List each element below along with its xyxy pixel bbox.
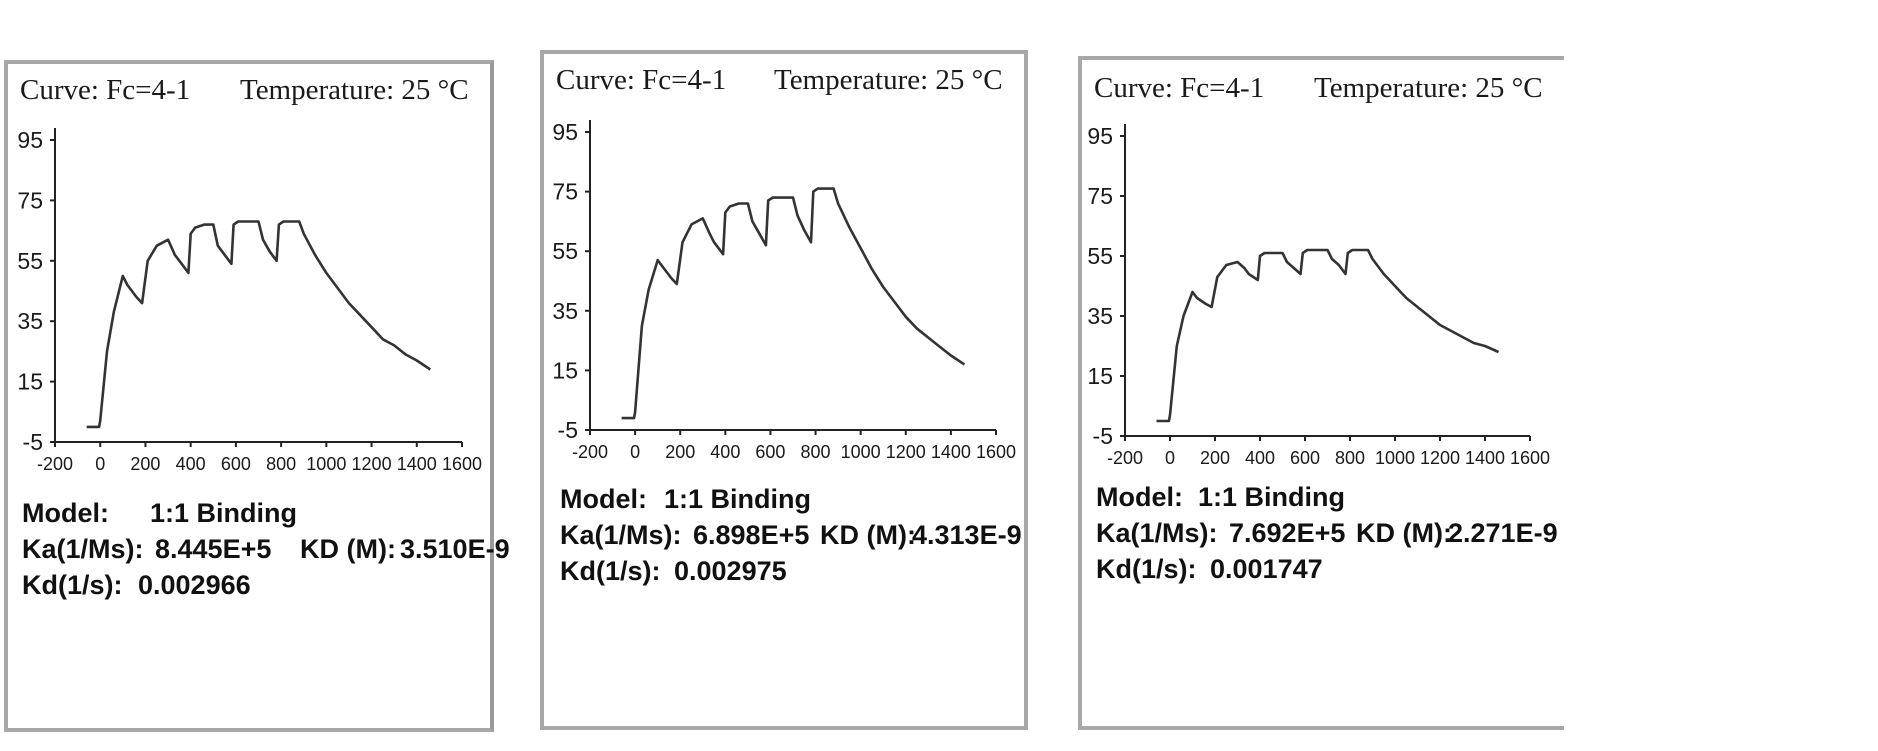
x-tick-label: 800 — [1335, 448, 1365, 468]
y-tick-label: 75 — [552, 179, 578, 205]
y-tick-label: 35 — [17, 308, 43, 334]
kd-value: 0.002975 — [674, 556, 787, 586]
y-tick-label: -5 — [23, 429, 43, 455]
x-tick-label: -200 — [572, 442, 608, 462]
chart-panel-3: Curve: Fc=4-1 Temperature: 25 °C -5 15 35 5… — [1074, 0, 1564, 740]
x-tick-label: 1600 — [1510, 448, 1550, 468]
x-tick-label: 1200 — [886, 442, 926, 462]
x-tick-label: 0 — [1165, 448, 1175, 468]
kd-value: 0.002966 — [138, 570, 251, 600]
panel-frame — [4, 60, 494, 732]
x-tick-label: 1000 — [1375, 448, 1415, 468]
x-tick-label: 0 — [630, 442, 640, 462]
y-tick-label: -5 — [558, 417, 578, 443]
y-tick-label: 75 — [17, 187, 43, 213]
y-tick-label: 55 — [1087, 243, 1113, 269]
chart-panel-2: Curve: Fc=4-1 Temperature: 25 °C -5 15 35 5… — [538, 0, 1038, 740]
panel-frame — [540, 50, 1028, 730]
ka-label: Ka(1/Ms): — [22, 534, 144, 564]
x-tick-label: -200 — [37, 454, 73, 474]
y-tick-label: 15 — [17, 369, 43, 395]
model-value: 1:1 Binding — [664, 484, 811, 514]
x-tick-label: 400 — [176, 454, 206, 474]
sensorgram-plot: -5 15 35 55 75 95 -200 0 200 400 600 800 1000 1200 140… — [0, 120, 490, 480]
curve-label: Curve: Fc=4-1 — [1094, 72, 1265, 104]
x-tick-label: 1400 — [1465, 448, 1505, 468]
x-tick-label: -200 — [1107, 448, 1143, 468]
y-tick-label: 95 — [1087, 123, 1113, 149]
y-tick-label: 35 — [552, 298, 578, 324]
sensorgram-svg: -5 15 35 55 75 95 -200 0 200 400 600 800 1000 1200 140… — [552, 119, 1016, 462]
x-tick-label: 1200 — [1420, 448, 1460, 468]
ka-label: Ka(1/Ms): — [1096, 518, 1218, 548]
sensorgram-plot: -5 15 35 55 75 95 -200 0 200 400 600 800 1000 1200 140… — [538, 112, 1028, 472]
y-tick-label: -5 — [1093, 423, 1113, 449]
x-tick-label: 1000 — [841, 442, 881, 462]
y-tick-label: 55 — [17, 248, 43, 274]
model-value: 1:1 Binding — [1198, 482, 1345, 512]
kd-label: Kd(1/s): — [560, 556, 661, 586]
x-tick-label: 400 — [1245, 448, 1275, 468]
y-tick-label: 15 — [1087, 363, 1113, 389]
model-label: Model: — [1096, 482, 1183, 512]
sensorgram-line — [1156, 248, 1500, 423]
sensorgram-svg: -5 15 35 55 75 95 -200 0 200 400 600 800 1000 1200 140… — [17, 127, 482, 474]
x-tick-label: 600 — [1290, 448, 1320, 468]
x-tick-label: 1400 — [931, 442, 971, 462]
x-tick-label: 1600 — [442, 454, 482, 474]
temperature-label: Temperature: 25 °C — [774, 64, 1003, 96]
temperature-label: Temperature: 25 °C — [1314, 72, 1543, 104]
x-tick-label: 0 — [95, 454, 105, 474]
x-tick-label: 600 — [221, 454, 251, 474]
ka-value: 8.445E+5 — [155, 534, 272, 564]
y-tick-label: 15 — [552, 357, 578, 383]
kd-equilibrium-value: 2.271E-9 — [1448, 518, 1558, 548]
x-tick-label: 1000 — [306, 454, 346, 474]
ka-label: Ka(1/Ms): — [560, 520, 682, 550]
x-tick-label: 1600 — [976, 442, 1016, 462]
x-tick-label: 400 — [710, 442, 740, 462]
y-tick-label: 95 — [552, 119, 578, 145]
x-tick-label: 200 — [130, 454, 160, 474]
ka-value: 6.898E+5 — [693, 520, 810, 550]
sensorgram-line — [86, 220, 432, 429]
curve-label: Curve: Fc=4-1 — [556, 64, 727, 96]
x-tick-label: 800 — [801, 442, 831, 462]
model-label: Model: — [22, 498, 109, 528]
kd-label: Kd(1/s): — [1096, 554, 1197, 584]
x-tick-label: 200 — [665, 442, 695, 462]
x-tick-label: 200 — [1200, 448, 1230, 468]
kd-equilibrium-label: KD (M): — [820, 520, 916, 550]
sensorgram-line — [621, 187, 966, 420]
y-tick-label: 95 — [17, 127, 43, 153]
kd-value: 0.001747 — [1210, 554, 1323, 584]
chart-panel-1: Curve: Fc=4-1 Temperature: 25 °C -5 15 35 5… — [0, 0, 510, 740]
y-tick-label: 75 — [1087, 183, 1113, 209]
ka-value: 7.692E+5 — [1229, 518, 1346, 548]
sensorgram-plot: -5 15 35 55 75 95 -200 0 200 400 600 800 1000 1200 140… — [1074, 116, 1564, 476]
kd-equilibrium-label: KD (M): — [1356, 518, 1452, 548]
y-tick-label: 35 — [1087, 303, 1113, 329]
model-label: Model: — [560, 484, 647, 514]
kd-label: Kd(1/s): — [22, 570, 123, 600]
x-tick-label: 1400 — [397, 454, 437, 474]
x-tick-label: 1200 — [352, 454, 392, 474]
y-tick-label: 55 — [552, 238, 578, 264]
x-tick-label: 600 — [755, 442, 785, 462]
sensorgram-svg: -5 15 35 55 75 95 -200 0 200 400 600 800 1000 1200 140… — [1087, 123, 1550, 468]
panel-frame — [1078, 56, 1564, 730]
curve-label: Curve: Fc=4-1 — [20, 74, 191, 106]
kd-equilibrium-value: 3.510E-9 — [400, 534, 510, 564]
temperature-label: Temperature: 25 °C — [240, 74, 469, 106]
model-value: 1:1 Binding — [150, 498, 297, 528]
kd-equilibrium-value: 4.313E-9 — [912, 520, 1022, 550]
x-tick-label: 800 — [266, 454, 296, 474]
kd-equilibrium-label: KD (M): — [300, 534, 396, 564]
